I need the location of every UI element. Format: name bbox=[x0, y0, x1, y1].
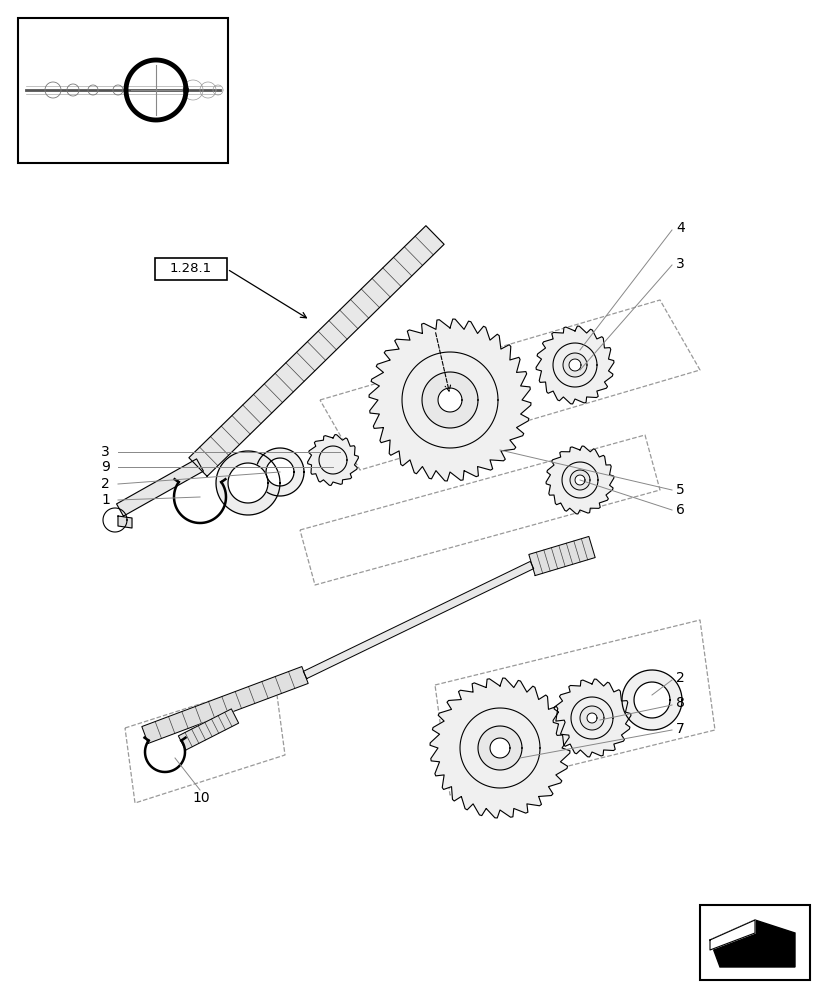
Polygon shape bbox=[318, 446, 347, 474]
Polygon shape bbox=[490, 738, 509, 758]
Polygon shape bbox=[402, 352, 497, 448]
Text: 2: 2 bbox=[675, 671, 684, 685]
Polygon shape bbox=[633, 682, 669, 718]
Text: 5: 5 bbox=[675, 483, 684, 497]
Polygon shape bbox=[303, 561, 533, 679]
Polygon shape bbox=[118, 516, 131, 528]
Polygon shape bbox=[709, 920, 794, 967]
Text: 6: 6 bbox=[675, 503, 684, 517]
Polygon shape bbox=[189, 226, 443, 476]
Polygon shape bbox=[227, 463, 268, 503]
Polygon shape bbox=[528, 536, 595, 576]
Polygon shape bbox=[422, 372, 477, 428]
Text: 3: 3 bbox=[101, 445, 110, 459]
Polygon shape bbox=[569, 470, 590, 490]
Polygon shape bbox=[265, 458, 294, 486]
Polygon shape bbox=[460, 708, 539, 788]
Polygon shape bbox=[562, 462, 597, 498]
Polygon shape bbox=[552, 679, 630, 757]
Polygon shape bbox=[709, 920, 754, 950]
Polygon shape bbox=[535, 326, 613, 404]
Polygon shape bbox=[307, 435, 358, 485]
Bar bbox=[18, 18, 227, 163]
Polygon shape bbox=[621, 670, 681, 730]
Polygon shape bbox=[552, 343, 596, 387]
Polygon shape bbox=[545, 446, 613, 514]
Polygon shape bbox=[178, 709, 238, 750]
Text: 3: 3 bbox=[675, 257, 684, 271]
Polygon shape bbox=[562, 353, 586, 377]
Polygon shape bbox=[117, 459, 203, 516]
Polygon shape bbox=[579, 706, 603, 730]
Bar bbox=[699, 905, 809, 980]
Polygon shape bbox=[429, 678, 569, 818]
Bar bbox=[155, 258, 227, 280]
Text: 7: 7 bbox=[675, 722, 684, 736]
Polygon shape bbox=[586, 713, 596, 723]
Text: 8: 8 bbox=[675, 696, 684, 710]
Polygon shape bbox=[256, 448, 304, 496]
Text: 1.28.1: 1.28.1 bbox=[170, 262, 212, 275]
Text: 1: 1 bbox=[101, 493, 110, 507]
Text: 4: 4 bbox=[675, 221, 684, 235]
Polygon shape bbox=[437, 388, 461, 412]
Polygon shape bbox=[369, 319, 530, 481]
Polygon shape bbox=[574, 475, 585, 485]
Polygon shape bbox=[141, 667, 308, 743]
Polygon shape bbox=[216, 451, 280, 515]
Polygon shape bbox=[571, 697, 612, 739]
Text: 9: 9 bbox=[101, 460, 110, 474]
Polygon shape bbox=[568, 359, 581, 371]
Text: 10: 10 bbox=[192, 791, 209, 805]
Text: 2: 2 bbox=[101, 477, 110, 491]
Polygon shape bbox=[477, 726, 521, 770]
